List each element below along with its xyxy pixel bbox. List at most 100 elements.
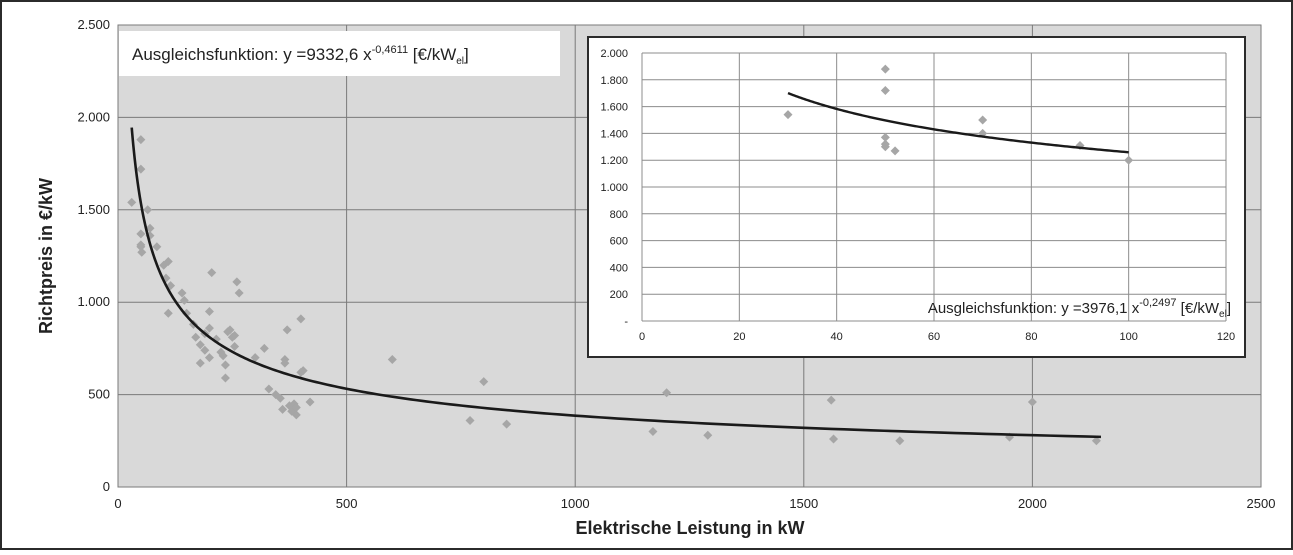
main-data-point <box>1091 436 1101 446</box>
main-y-tick-label: 0 <box>103 479 110 494</box>
main-data-point <box>191 332 201 342</box>
inset-data-point <box>880 86 890 96</box>
main-data-points <box>127 135 1101 446</box>
main-data-point <box>264 384 274 394</box>
main-equation: Ausgleichsfunktion: y =9332,6 x-0,4611 [… <box>132 44 469 67</box>
main-x-ticks: 0 500 1000 1500 2000 2500 <box>114 496 1275 511</box>
inset-y-tick-label: 1.000 <box>600 182 628 194</box>
main-data-point <box>387 354 397 364</box>
main-data-point <box>204 353 214 363</box>
main-y-axis-title: Richtpreis in €/kW <box>36 178 56 334</box>
main-data-point <box>703 430 713 440</box>
inset-y-tick-label: 2.000 <box>600 48 628 60</box>
main-y-tick-label: 1.000 <box>77 294 110 309</box>
main-data-point <box>136 242 146 252</box>
inset-data-point <box>880 142 890 152</box>
inset-y-tick-label: - <box>624 316 628 328</box>
inset-x-tick-label: 20 <box>733 331 745 343</box>
inset-data-point <box>880 132 890 142</box>
main-data-point <box>479 377 489 387</box>
inset-fit-curve <box>787 91 1129 154</box>
main-data-point <box>250 353 260 363</box>
main-fit-curve <box>130 127 1102 439</box>
main-data-point <box>648 427 658 437</box>
main-y-tick-label: 2.500 <box>77 17 110 32</box>
main-x-tick-label: 2500 <box>1247 496 1276 511</box>
inset-y-tick-label: 800 <box>610 209 628 221</box>
main-data-point <box>207 268 217 278</box>
main-data-point <box>826 395 836 405</box>
inset-x-tick-label: 60 <box>928 331 940 343</box>
inset-y-ticks: - 200 400 600 800 1.000 1.200 1.400 1.600 1.800 2.… <box>600 48 628 328</box>
inset-x-tick-label: 100 <box>1119 331 1137 343</box>
main-equation-exponent: -0,4611 <box>372 44 409 56</box>
inset-y-tick-label: 1.800 <box>600 75 628 87</box>
main-x-tick-label: 0 <box>114 496 121 511</box>
main-data-point <box>232 277 242 287</box>
inset-y-tick-label: 400 <box>610 262 628 274</box>
main-data-point <box>136 135 146 145</box>
main-x-tick-label: 1500 <box>789 496 818 511</box>
main-data-point <box>278 404 288 414</box>
main-x-tick-label: 2000 <box>1018 496 1047 511</box>
main-data-point <box>465 415 475 425</box>
inset-frame <box>587 36 1246 358</box>
main-equation-unit: [€/kW <box>408 45 456 64</box>
main-data-point <box>230 342 240 352</box>
main-data-point <box>195 358 205 368</box>
main-data-point <box>163 308 173 318</box>
inset-grid <box>641 52 1227 322</box>
main-data-point <box>291 410 301 420</box>
main-data-point <box>127 197 137 207</box>
inset-y-tick-label: 200 <box>610 289 628 301</box>
main-data-point <box>280 358 290 368</box>
main-data-point <box>230 330 240 340</box>
main-data-point <box>305 397 315 407</box>
main-y-tick-label: 1.500 <box>77 202 110 217</box>
inset-equation-unit: [€/kW <box>1177 300 1220 317</box>
main-data-point <box>296 314 306 324</box>
inset-equation-prefix: Ausgleichsfunktion: y =3976,1 x <box>928 300 1140 317</box>
inset-y-tick-label: 1.400 <box>600 128 628 140</box>
main-data-point <box>225 325 235 335</box>
inset-data-point <box>1124 155 1134 165</box>
main-data-point <box>829 434 839 444</box>
main-data-point <box>136 164 146 174</box>
main-data-point <box>298 366 308 376</box>
inset-x-tick-label: 80 <box>1025 331 1037 343</box>
main-equation-unit-close: ] <box>464 45 469 64</box>
main-data-point <box>177 288 187 298</box>
main-data-point <box>220 373 230 383</box>
main-x-tick-label: 500 <box>336 496 358 511</box>
main-x-axis-title: Elektrische Leistung in kW <box>575 518 804 538</box>
inset-equation-unit-close: ] <box>1227 300 1231 317</box>
inset-data-point <box>783 110 793 120</box>
inset-data-point <box>890 146 900 156</box>
main-equation-box <box>119 31 560 76</box>
inset-equation: Ausgleichsfunktion: y =3976,1 x-0,2497 [… <box>928 297 1231 320</box>
inset-y-tick-label: 600 <box>610 236 628 248</box>
inset-equation-unit-sub: el <box>1219 309 1227 320</box>
main-data-point <box>220 360 230 370</box>
main-data-point <box>234 288 244 298</box>
main-data-point <box>259 343 269 353</box>
main-equation-prefix: Ausgleichsfunktion: y =9332,6 x <box>132 45 372 64</box>
main-data-point <box>143 205 153 215</box>
inset-equation-exponent: -0,2497 <box>1139 297 1176 309</box>
inset-chart: 0 20 40 60 80 100 120 - 200 400 600 800 1.000 1.200 1… <box>587 36 1246 358</box>
inset-data-point <box>880 64 890 74</box>
main-y-ticks: 0 500 1.000 1.500 2.000 2.500 <box>77 17 110 494</box>
main-data-point <box>195 340 205 350</box>
main-y-tick-label: 2.000 <box>77 109 110 124</box>
main-data-point <box>895 436 905 446</box>
main-data-point <box>218 351 228 361</box>
inset-y-tick-label: 1.200 <box>600 155 628 167</box>
main-equation-unit-sub: el <box>456 56 464 67</box>
main-data-point <box>282 325 292 335</box>
inset-x-tick-label: 40 <box>831 331 843 343</box>
main-data-point <box>200 345 210 355</box>
main-data-point <box>1027 397 1037 407</box>
main-data-point <box>182 308 192 318</box>
